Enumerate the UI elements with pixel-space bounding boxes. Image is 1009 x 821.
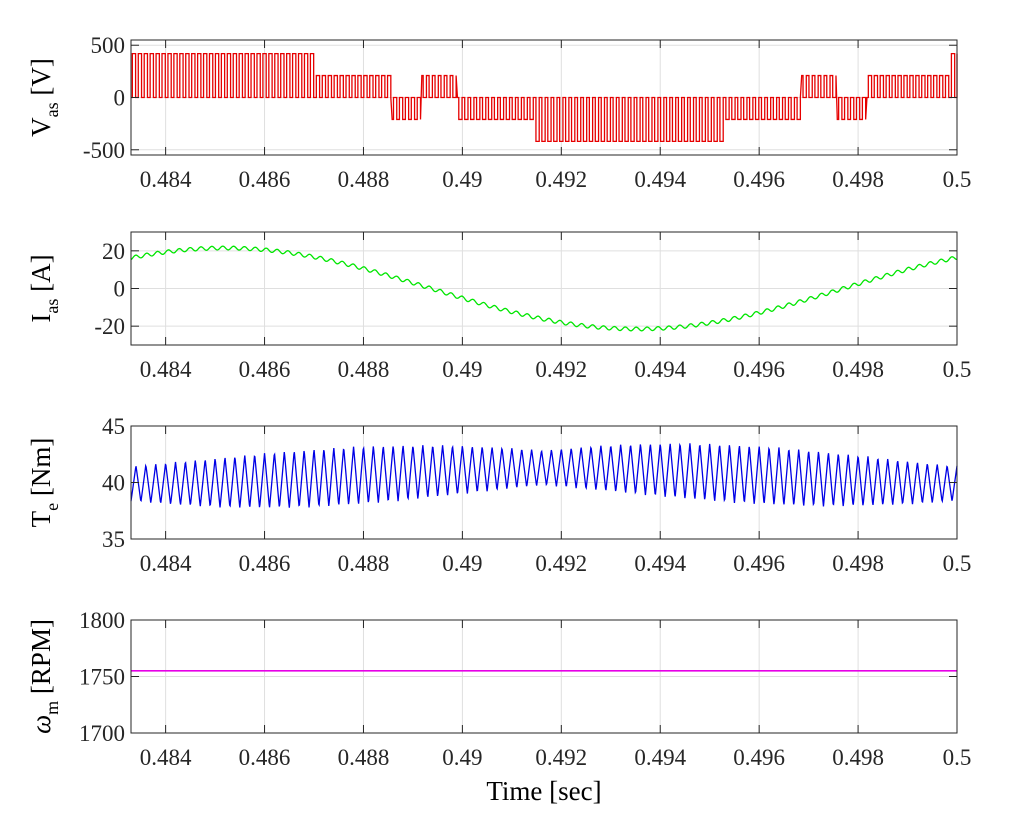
x-tick-label: 0.498 xyxy=(832,551,884,576)
y-tick-label: 500 xyxy=(91,33,126,58)
y-tick-label: 0 xyxy=(114,277,126,302)
x-tick-label: 0.484 xyxy=(140,745,192,770)
x-tick-label: 0.496 xyxy=(733,357,785,382)
y-axis-label: Te [Nm] xyxy=(26,438,62,528)
x-tick-label: 0.496 xyxy=(733,745,785,770)
x-tick-label: 0.494 xyxy=(634,745,686,770)
x-tick-label: 0.494 xyxy=(634,357,686,382)
x-tick-label: 0.49 xyxy=(442,167,482,192)
x-tick-label: 0.5 xyxy=(943,745,972,770)
y-label-unit: [Nm] xyxy=(26,438,56,503)
y-tick-label: 35 xyxy=(102,527,125,552)
x-tick-label: 0.494 xyxy=(634,551,686,576)
y-tick-label: 1700 xyxy=(79,721,125,746)
y-axis-label: ωm [RPM] xyxy=(26,619,62,734)
y-label-subscript: e xyxy=(42,503,62,511)
x-tick-label: 0.484 xyxy=(140,167,192,192)
x-tick-label: 0.49 xyxy=(442,551,482,576)
x-tick-label: 0.486 xyxy=(239,357,291,382)
y-tick-label: 20 xyxy=(102,239,125,264)
y-tick-label: 45 xyxy=(102,414,125,439)
y-label-subscript: as xyxy=(42,102,62,117)
y-label-subscript: as xyxy=(42,299,62,314)
x-tick-label: 0.488 xyxy=(338,551,390,576)
x-axis-label: Time [sec] xyxy=(486,776,601,806)
x-tick-label: 0.49 xyxy=(442,357,482,382)
y-axis-label: Vas [V] xyxy=(26,58,62,137)
series-line-Te xyxy=(130,442,958,508)
x-tick-label: 0.498 xyxy=(832,167,884,192)
x-tick-label: 0.5 xyxy=(943,551,972,576)
x-tick-label: 0.486 xyxy=(239,167,291,192)
y-tick-label: 1750 xyxy=(79,665,125,690)
y-label-unit: [RPM] xyxy=(26,619,56,701)
x-tick-label: 0.484 xyxy=(140,357,192,382)
x-tick-label: 0.488 xyxy=(338,745,390,770)
x-tick-label: 0.498 xyxy=(832,357,884,382)
x-tick-label: 0.486 xyxy=(239,551,291,576)
x-tick-label: 0.492 xyxy=(535,745,587,770)
x-tick-label: 0.492 xyxy=(535,551,587,576)
x-tick-label: 0.492 xyxy=(535,357,587,382)
x-tick-label: 0.5 xyxy=(943,167,972,192)
panel-Vas: 0.484 0.486 0.488 0.49 0.492 0.494 0.496 0.498 0… xyxy=(26,33,971,192)
y-label-main: T xyxy=(26,510,56,527)
y-tick-label: 40 xyxy=(102,471,125,496)
y-label-unit: [A] xyxy=(26,254,56,298)
x-tick-label: 0.5 xyxy=(943,357,972,382)
y-label-main: ω xyxy=(26,715,56,734)
y-label-unit: [V] xyxy=(26,58,56,102)
y-label-main: V xyxy=(26,117,56,137)
y-label-main: I xyxy=(26,314,56,323)
x-tick-label: 0.488 xyxy=(338,357,390,382)
x-tick-label: 0.49 xyxy=(442,745,482,770)
panel-Ias: 0.484 0.486 0.488 0.49 0.492 0.494 0.496 0.498 0… xyxy=(26,231,972,382)
series-line-Vas xyxy=(131,52,958,143)
panel-wm: 0.484 0.486 0.488 0.49 0.492 0.494 0.496 0.498 0… xyxy=(26,608,971,770)
series-line-Ias xyxy=(130,245,958,332)
y-tick-label: 0 xyxy=(114,86,126,111)
x-tick-label: 0.492 xyxy=(535,167,587,192)
x-tick-label: 0.484 xyxy=(140,551,192,576)
x-tick-label: 0.496 xyxy=(733,551,785,576)
x-tick-label: 0.488 xyxy=(338,167,390,192)
y-tick-label: -500 xyxy=(83,138,125,163)
y-tick-label: -20 xyxy=(94,314,125,339)
x-tick-label: 0.486 xyxy=(239,745,291,770)
panel-Te: 0.484 0.486 0.488 0.49 0.492 0.494 0.496 0.498 0… xyxy=(26,414,971,576)
x-tick-label: 0.496 xyxy=(733,167,785,192)
y-axis-label: Ias [A] xyxy=(26,254,62,322)
y-label-subscript: m xyxy=(42,701,62,715)
x-tick-label: 0.494 xyxy=(634,167,686,192)
y-tick-label: 1800 xyxy=(79,608,125,633)
x-tick-label: 0.498 xyxy=(832,745,884,770)
